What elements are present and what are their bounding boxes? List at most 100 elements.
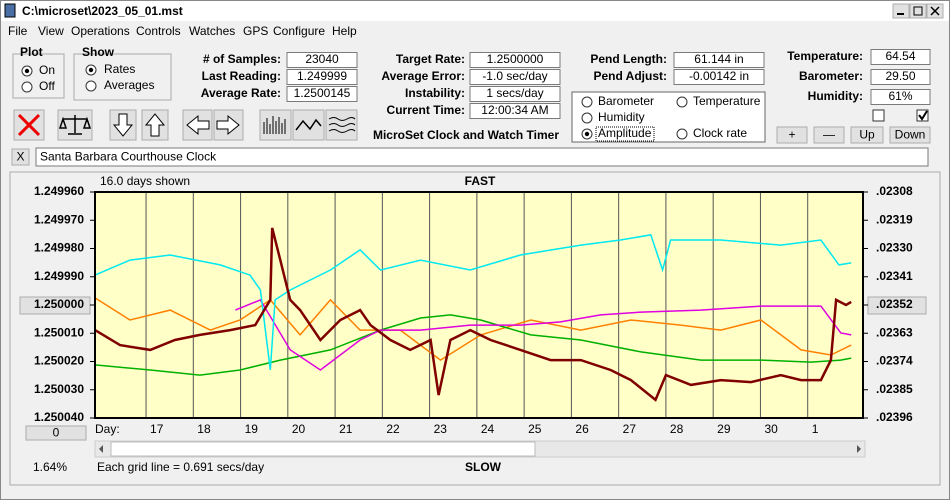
radio-button[interactable] (21, 81, 33, 93)
radio-button[interactable] (676, 96, 688, 108)
y2-tick-label: .02374 (876, 354, 913, 368)
icon-wave (295, 118, 322, 131)
readout-label: Barometer: (799, 69, 863, 83)
readout-box (469, 86, 561, 102)
series-line (235, 298, 852, 371)
watch-name: Santa Barbara Courthouse Clock (40, 150, 217, 164)
adjust-button[interactable] (776, 126, 808, 144)
scroll-label: 0 (53, 426, 60, 440)
readout-label: Temperature: (787, 49, 863, 63)
radio-button[interactable] (581, 96, 593, 108)
legend-focus (595, 126, 655, 142)
y2-tick-label: .02319 (876, 212, 913, 226)
scroll-button[interactable] (25, 425, 87, 441)
close-watch-button[interactable] (11, 148, 30, 166)
watch-name-field[interactable] (35, 147, 929, 167)
checkbox[interactable] (916, 109, 929, 122)
menu-item[interactable]: Watches (189, 24, 235, 38)
radio-button[interactable] (581, 112, 593, 124)
y-tick-label: 1.250000 (34, 297, 84, 311)
adjust-label: Up (859, 128, 875, 142)
x-tick-label: 29 (717, 422, 731, 436)
menu-item[interactable]: Controls (136, 24, 181, 38)
menu-item[interactable]: Operations (71, 24, 130, 38)
readout-label: Average Rate: (201, 86, 281, 100)
icon-x (17, 113, 41, 137)
menu-item[interactable]: File (8, 24, 28, 38)
close-watch-label: X (16, 150, 24, 164)
legend-label[interactable]: Temperature (693, 94, 761, 108)
menu-item[interactable]: Help (332, 24, 357, 38)
y-tick-label: 1.249990 (34, 269, 84, 283)
legend-label[interactable]: Humidity (598, 110, 645, 124)
legend-label[interactable]: Amplitude (598, 126, 652, 140)
minimize[interactable] (892, 3, 910, 19)
x-tick-label: 21 (339, 422, 353, 436)
icon-button[interactable] (259, 109, 292, 141)
window-controls[interactable] (892, 3, 944, 19)
x-tick-label: 23 (434, 422, 448, 436)
maximize[interactable] (909, 3, 927, 19)
adjust-button[interactable] (889, 126, 931, 144)
y2-tick-label: .02396 (876, 410, 913, 424)
show-group-box (73, 53, 172, 101)
legend-label[interactable]: Clock rate (693, 126, 747, 140)
readout-label: Humidity: (808, 89, 863, 103)
y2-tick-label: .02308 (876, 184, 913, 198)
app-name: MicroSet Clock and Watch Timer (373, 128, 559, 142)
y-tick-label: 1.249980 (34, 241, 84, 255)
readout-value: 12:00:34 AM (481, 103, 548, 117)
x-tick-label: 27 (623, 422, 637, 436)
icon-up (144, 113, 166, 137)
radio-button[interactable] (676, 128, 688, 140)
readout-value: 61% (888, 89, 912, 103)
icon-scale (58, 115, 92, 135)
y2-tick-label: .02385 (876, 382, 913, 396)
radio-label: Rates (104, 62, 135, 76)
readout-box (286, 52, 358, 68)
x-tick-label: 26 (575, 422, 589, 436)
readout-label: Target Rate: (396, 52, 465, 66)
checkbox[interactable] (872, 109, 885, 122)
radio-dot (584, 131, 590, 137)
legend-label[interactable]: Barometer (598, 94, 654, 108)
readout-box (286, 86, 358, 102)
y-tick-label: 1.250030 (34, 382, 84, 396)
y-tick-label: 1.250020 (34, 354, 84, 368)
y-tick-label: 1.250010 (34, 325, 84, 339)
x-tick-label: 20 (292, 422, 306, 436)
icon-button[interactable] (292, 109, 325, 141)
plot-frame (94, 191, 864, 419)
series-line (94, 234, 852, 371)
group-label: Show (82, 45, 115, 59)
toolbar (13, 109, 358, 141)
series-line (94, 314, 852, 376)
readout-value: 1.2500145 (294, 86, 351, 100)
plot-area (95, 192, 863, 418)
percent: 1.64% (33, 460, 67, 474)
scroll-thumb[interactable] (110, 441, 536, 457)
icon-down (112, 113, 134, 137)
radio-label: On (39, 63, 55, 77)
icon-button[interactable] (325, 109, 358, 141)
readout-value: 29.50 (885, 69, 915, 83)
adjust-button[interactable] (813, 126, 845, 144)
adjust-button[interactable] (850, 126, 884, 144)
menu-item[interactable]: View (38, 24, 64, 38)
app-icon (4, 3, 16, 18)
x-tick-label: 19 (245, 422, 259, 436)
x-tick-label: 24 (481, 422, 495, 436)
menu-item[interactable]: GPS (243, 24, 268, 38)
x-tick-label: 17 (150, 422, 164, 436)
x-label: Day: (95, 422, 120, 436)
menu-item[interactable]: Configure (273, 24, 325, 38)
icon-left (186, 114, 210, 136)
x-tick-label: 1 (812, 422, 819, 436)
x-tick-label: 18 (197, 422, 211, 436)
readout-box (469, 52, 561, 68)
readout-box (673, 52, 765, 68)
adjust-label: — (823, 128, 835, 142)
readout-label: Pend Length: (590, 52, 667, 66)
radio-button[interactable] (85, 80, 97, 92)
days-shown: 16.0 days shown (100, 174, 190, 188)
